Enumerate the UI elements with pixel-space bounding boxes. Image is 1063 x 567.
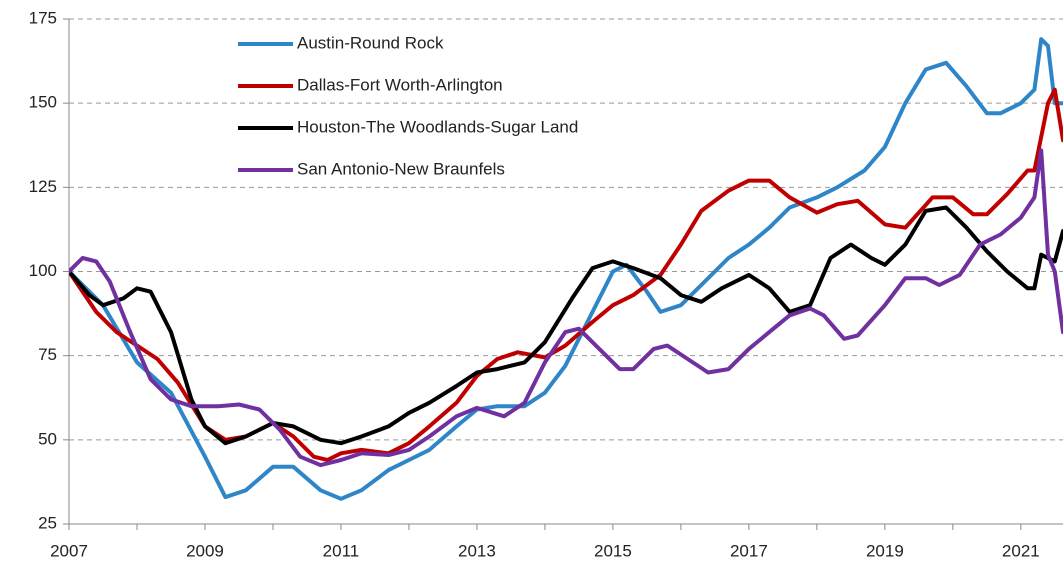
x-tick-label: 2015 (594, 541, 632, 560)
series-line (69, 37, 1063, 501)
legend-label: San Antonio-New Braunfels (297, 159, 505, 178)
x-tick-label: 2017 (730, 541, 768, 560)
x-tick-label: 2007 (50, 541, 88, 560)
x-tick-label: 2009 (186, 541, 224, 560)
legend-label: Austin-Round Rock (297, 33, 444, 52)
series-line (69, 148, 1063, 468)
y-tick-label: 50 (38, 429, 57, 448)
x-tick-label: 2019 (866, 541, 904, 560)
x-tick-label: 2011 (323, 541, 360, 560)
legend-label: Dallas-Fort Worth-Arlington (297, 75, 503, 94)
y-tick-label: 175 (29, 8, 57, 27)
x-tick-label: 2021 (1002, 541, 1040, 560)
legend-label: Houston-The Woodlands-Sugar Land (297, 117, 578, 136)
y-tick-label: 125 (29, 177, 57, 196)
y-tick-label: 150 (29, 93, 57, 112)
y-tick-label: 75 (38, 345, 57, 364)
x-tick-label: 2013 (458, 541, 496, 560)
y-tick-label: 100 (29, 261, 57, 280)
y-tick-label: 25 (38, 513, 57, 532)
series-line (69, 205, 1063, 446)
